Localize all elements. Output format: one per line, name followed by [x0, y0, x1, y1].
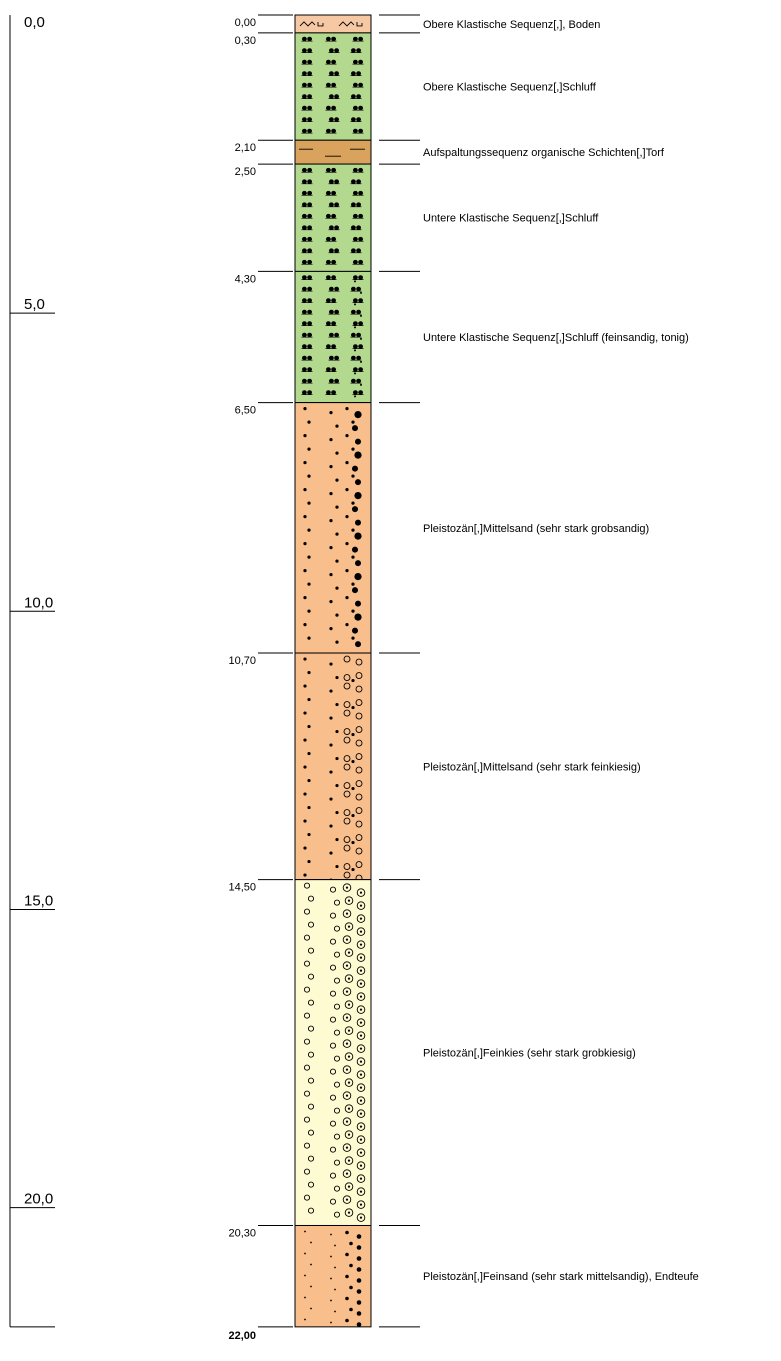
layer-pattern — [303, 655, 363, 880]
layer-fill — [295, 15, 371, 33]
layer-pattern — [299, 148, 365, 157]
layer-descriptions: Obere Klastische Sequenz[,], Boden Obere … — [379, 14, 699, 1328]
layer-top-depth: 0,00 — [235, 17, 256, 29]
layer-top-depth: 2,10 — [235, 142, 256, 154]
layer-fill — [295, 140, 371, 165]
scale-tick-label: 10,0 — [24, 594, 53, 611]
layer-boden — [294, 14, 372, 34]
scale-tick-label: 15,0 — [24, 892, 53, 909]
layer-top-depth: 6,50 — [235, 405, 256, 417]
scale-tick-label: 0,0 — [24, 14, 45, 31]
layer-fill — [295, 653, 371, 880]
layer-description: Untere Klastische Sequenz[,]Schluff (fei… — [423, 332, 689, 344]
layer-description: Obere Klastische Sequenz[,]Schluff — [423, 82, 597, 94]
layer-description: Pleistozän[,]Feinsand (sehr stark mittel… — [423, 1271, 699, 1283]
layer-ms-gs — [294, 402, 372, 654]
layer-description: Aufspaltungssequenz organische Schichten… — [423, 147, 665, 159]
layer-pattern — [301, 167, 364, 265]
final-depth-label: 22,00 — [228, 1330, 256, 1342]
layer-pattern — [303, 406, 362, 648]
layer-schluff — [294, 32, 372, 141]
layer-top-depth: 10,70 — [228, 655, 256, 667]
depth-scale: 0,0 5,0 10,0 15,0 20,0 — [9, 14, 55, 1328]
layer-border — [294, 1224, 372, 1328]
layer-top-depth: 4,30 — [235, 273, 256, 285]
layer-description: Pleistozän[,]Feinkies (sehr stark grobki… — [423, 1048, 636, 1060]
layer-pattern — [301, 275, 364, 398]
layer-ms-fg — [294, 652, 372, 881]
layer-top-depth: 2,50 — [235, 166, 256, 178]
layer-torf — [294, 139, 372, 165]
layer-pattern — [303, 882, 366, 1222]
scale-tick-label: 20,0 — [24, 1191, 53, 1208]
layer-description: Pleistozän[,]Mittelsand (sehr stark fein… — [423, 761, 641, 773]
layer-description: Obere Klastische Sequenz[,], Boden — [423, 19, 600, 31]
layer-pattern — [299, 21, 363, 27]
depth-labels: 0,00 0,30 2,10 2,50 4,30 6,50 10,70 14,50 20,30 2… — [228, 14, 293, 1342]
layer-description: Untere Klastische Sequenz[,]Schluff — [423, 213, 599, 225]
layer-schluff — [294, 163, 372, 272]
layer-pattern — [304, 1230, 362, 1327]
layer-pattern — [301, 36, 364, 134]
layer-schluff-fs — [294, 270, 372, 404]
layer-fill — [295, 1225, 371, 1327]
layer-top-depth: 14,50 — [228, 882, 256, 894]
layer-fs-ms — [294, 1224, 372, 1328]
scale-tick-label: 5,0 — [24, 296, 45, 313]
layer-top-depth: 20,30 — [228, 1227, 256, 1239]
layer-fill — [295, 879, 371, 1226]
layer-top-depth: 0,30 — [235, 35, 256, 47]
layer-fg-gg — [294, 879, 372, 1226]
layer-description: Pleistozän[,]Mittelsand (sehr stark grob… — [423, 523, 649, 535]
layer-column — [294, 14, 372, 1328]
